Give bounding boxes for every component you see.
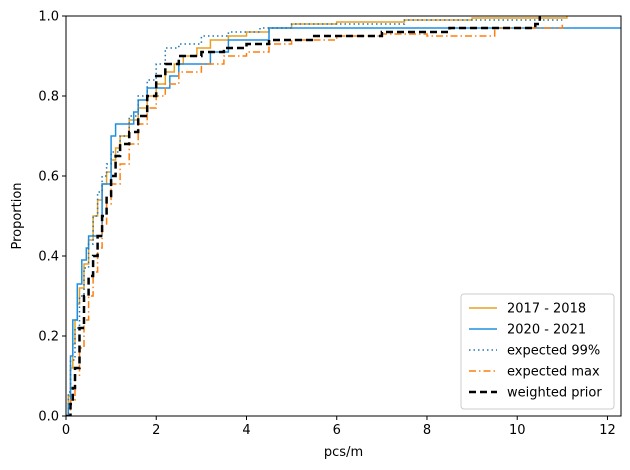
x-tick-label: 6	[333, 423, 341, 438]
x-tick-label: 12	[599, 423, 616, 438]
series-line-2	[66, 27, 621, 416]
y-tick-label: 0.2	[38, 330, 59, 345]
y-axis-label: Proportion	[10, 182, 25, 249]
series-line-4	[66, 24, 564, 416]
legend-box	[460, 293, 615, 410]
series-line-3	[66, 19, 563, 416]
axes-frame	[65, 15, 622, 417]
legend-label: weighted prior	[507, 386, 602, 401]
x-axis-label: pcs/m	[324, 445, 363, 460]
y-tick-label: 0.4	[38, 250, 59, 265]
x-tick-label: 8	[423, 423, 431, 438]
legend: 2017 - 2018 2020 - 2021 expected 99% expect…	[460, 293, 615, 410]
legend-label: expected 99%	[507, 344, 600, 359]
y-axis: 0.0 0.2 0.4 0.6 0.8 1.0	[38, 10, 66, 425]
y-tick-label: 0.8	[38, 90, 59, 105]
y-tick-label: 0.6	[38, 170, 59, 185]
y-tick-label: 0.0	[38, 410, 59, 425]
legend-label: expected max	[507, 365, 600, 380]
legend-label: 2020 - 2021	[507, 323, 586, 338]
x-tick-label: 0	[62, 423, 70, 438]
y-tick-label: 1.0	[38, 10, 59, 25]
legend-label: 2017 - 2018	[507, 302, 586, 317]
x-tick-label: 2	[152, 423, 160, 438]
series-line-5	[66, 16, 542, 416]
x-axis: 0 2 4 6 8 10 12	[62, 416, 616, 438]
x-tick-label: 10	[509, 423, 526, 438]
series-layer	[66, 16, 621, 416]
x-tick-label: 4	[242, 423, 250, 438]
